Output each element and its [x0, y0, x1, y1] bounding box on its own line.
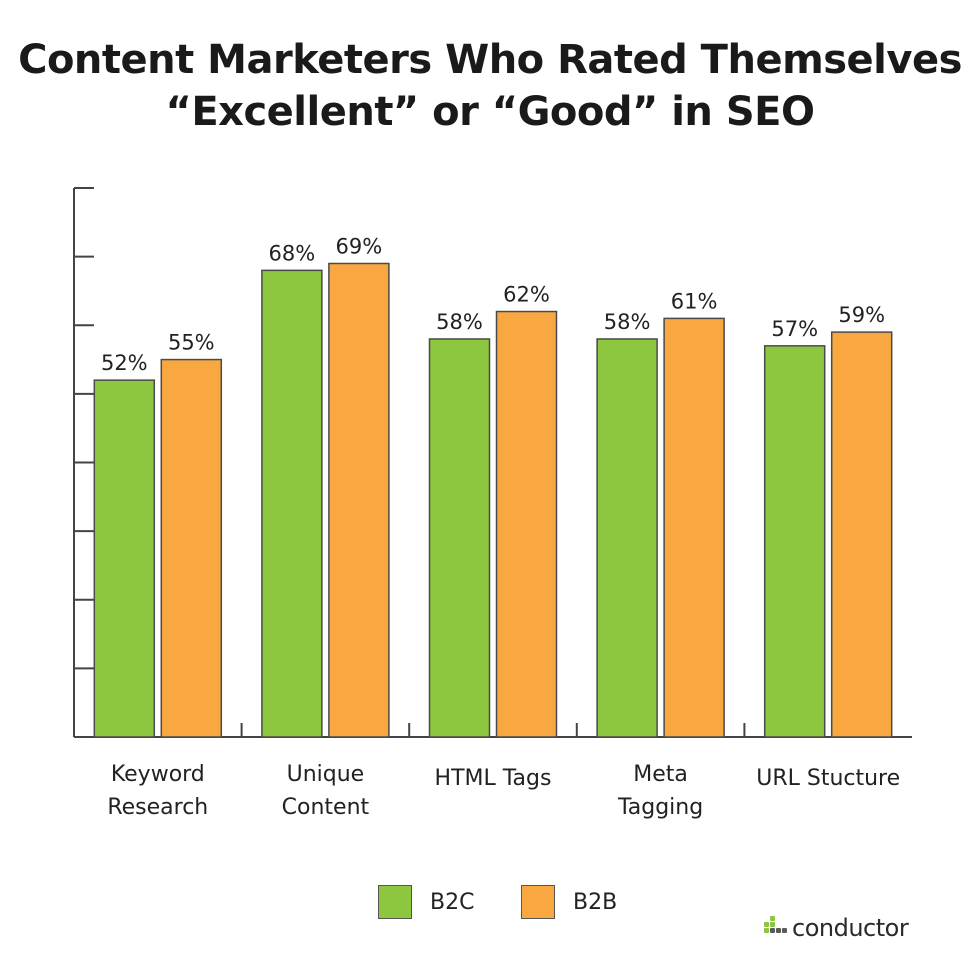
chart-title-line-2: “Excellent” or “Good” in SEO [165, 89, 815, 135]
chart-title: Content Marketers Who Rated Themselves “… [0, 34, 980, 138]
bar-b2c [428, 338, 491, 738]
legend-item-b2b: B2B [521, 885, 617, 919]
x-tick-label: Keyword [111, 762, 205, 787]
x-tick-label: Unique [287, 762, 365, 787]
x-tick-label: Tagging [617, 795, 703, 820]
legend-label-b2c: B2C [430, 889, 475, 915]
conductor-logo-text: conductor [792, 914, 909, 942]
data-label-b2c: 68% [269, 241, 316, 265]
x-tick-label: Meta [633, 762, 688, 787]
bar-b2c [763, 345, 826, 738]
bar-b2c [261, 269, 323, 738]
data-label-b2b: 62% [503, 283, 550, 307]
x-tick-label: Content [282, 795, 370, 820]
bar-b2c [596, 338, 658, 738]
bar-b2b [495, 310, 558, 738]
data-label-b2c: 58% [436, 310, 483, 334]
data-label-b2c: 52% [101, 351, 148, 375]
data-label-b2b: 61% [671, 289, 718, 313]
conductor-logo: conductor [764, 914, 909, 942]
data-label-b2b: 59% [838, 303, 885, 327]
bar-b2c [93, 379, 156, 738]
conductor-dots-icon [764, 916, 790, 940]
legend-label-b2b: B2B [573, 889, 618, 915]
bar-b2b [830, 331, 893, 738]
data-label-b2b: 55% [168, 331, 215, 355]
bar-b2b [328, 262, 390, 738]
chart-title-line-1: Content Marketers Who Rated Themselves [18, 37, 962, 83]
data-label-b2c: 58% [604, 310, 651, 334]
bar-b2b [160, 358, 223, 738]
x-tick-label: URL Stucture [756, 766, 900, 791]
legend-swatch-b2b [521, 885, 555, 919]
legend-item-b2c: B2C [378, 885, 474, 919]
x-tick-label: Research [107, 795, 208, 820]
bar-b2b [663, 317, 725, 738]
x-tick-label: HTML Tags [435, 766, 552, 791]
data-label-b2c: 57% [771, 317, 818, 341]
legend-swatch-b2c [378, 885, 412, 919]
data-label-b2b: 69% [336, 234, 383, 258]
